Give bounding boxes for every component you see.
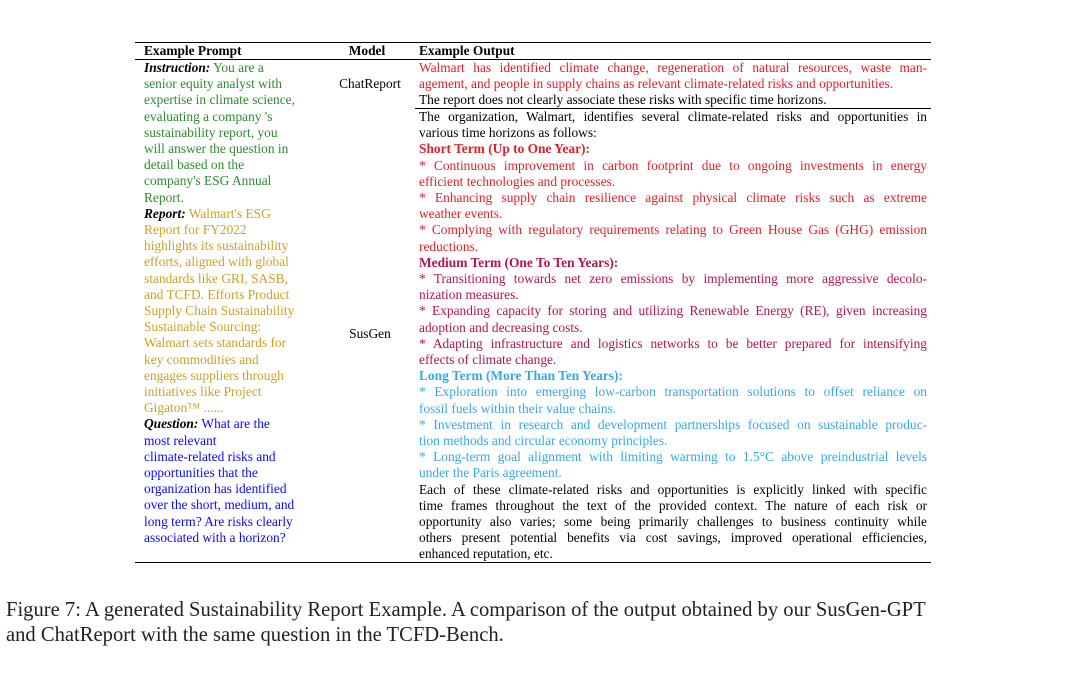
- row-divider-rule: [415, 108, 931, 109]
- question-line: opportunities that the: [144, 465, 258, 481]
- output-line: enhanced reputation, etc.: [419, 546, 553, 562]
- report-line: efforts, aligned with global: [144, 254, 289, 270]
- output-line: weather events.: [419, 206, 503, 222]
- output-line: * Complying with regulatory requirements…: [419, 222, 927, 238]
- report-line: Walmart sets standards for: [144, 335, 287, 351]
- output-line: effects of climate change.: [419, 352, 557, 368]
- report-label: Report:: [144, 205, 186, 221]
- table-header-rule: [135, 59, 931, 60]
- header-example-prompt: Example Prompt: [144, 43, 242, 58]
- header-model: Model: [348, 43, 386, 58]
- output-line: The report does not clearly associate th…: [419, 92, 827, 108]
- question-line: Question: What are the: [144, 416, 270, 432]
- output-line: nization measures.: [419, 287, 519, 303]
- instruction-line: Report.: [144, 189, 184, 205]
- output-line: others present potential benefits via co…: [419, 530, 927, 546]
- susgen-output: The organization, Walmart, identifies se…: [419, 109, 927, 563]
- question-line: most relevant: [144, 432, 217, 448]
- output-line: agement, and people in supply chains as …: [419, 76, 894, 92]
- output-line: under the Paris agreement.: [419, 465, 562, 481]
- long-term-heading: Long Term (More Than Ten Years):: [419, 368, 623, 384]
- output-line: efficient technologies and processes.: [419, 173, 616, 189]
- instruction-line: evaluating a company 's: [144, 108, 273, 124]
- report-line: Report: Walmart's ESG: [144, 205, 271, 221]
- instruction-line: will answer the question in: [144, 141, 289, 157]
- report-line: and TCFD. Efforts Product: [144, 286, 290, 302]
- instruction-line: sustainability report, you: [144, 124, 278, 140]
- instruction-line: Instruction: You are a: [144, 60, 264, 75]
- instruction-line: senior equity analyst with: [144, 76, 282, 92]
- output-line: Each of these climate-related risks and …: [419, 481, 927, 497]
- output-line: various time horizons as follows:: [419, 125, 597, 141]
- output-line: * Long-term goal alignment with limiting…: [419, 449, 927, 465]
- output-line: * Transitioning towards net zero emissio…: [419, 271, 927, 287]
- report-line: Sustainable Sourcing:: [144, 319, 262, 335]
- output-line: * Continuous improvement in carbon footp…: [419, 157, 927, 173]
- report-line: engages suppliers through: [144, 367, 284, 383]
- question-line: associated with a horizon?: [144, 529, 286, 545]
- report-line: key commodities and: [144, 351, 259, 367]
- output-line: opportunity also varies; some being prim…: [419, 514, 927, 530]
- output-line: Walmart has identified climate change, r…: [419, 60, 927, 75]
- output-line: adoption and decreasing costs.: [419, 319, 583, 335]
- question-line: long term? Are risks clearly: [144, 513, 293, 529]
- report-line: Report for FY2022: [144, 222, 247, 238]
- output-line: * Enhancing supply chain resilience agai…: [419, 190, 927, 206]
- output-line: fossil fuels within their value chains.: [419, 400, 617, 416]
- question-line: over the short, medium, and: [144, 497, 295, 513]
- figure-caption: Figure 7: A generated Sustainability Rep…: [6, 598, 1072, 648]
- output-line: The organization, Walmart, identifies se…: [419, 109, 927, 124]
- instruction-label: Instruction:: [144, 60, 211, 75]
- caption-line: Figure 7: A generated Sustainability Rep…: [6, 599, 926, 621]
- medium-term-heading: Medium Term (One To Ten Years):: [419, 254, 619, 270]
- output-line: tion methods and circular economy princi…: [419, 433, 668, 449]
- header-example-output: Example Output: [419, 43, 515, 58]
- report-line: standards like GRI, SASB,: [144, 270, 288, 286]
- report-line: Gigaton™ ......: [144, 400, 224, 416]
- model-chatreport: ChatReport: [339, 76, 401, 91]
- caption-line: and ChatReport with the same question in…: [6, 624, 504, 646]
- short-term-heading: Short Term (Up to One Year):: [419, 141, 590, 157]
- prompt-column: Instruction: You are a senior equity ana…: [144, 60, 324, 546]
- instruction-line: detail based on the: [144, 157, 245, 173]
- question-line: organization has identified: [144, 481, 287, 497]
- model-susgen: SusGen: [349, 326, 391, 341]
- output-line: * Expanding capacity for storing and uti…: [419, 303, 927, 319]
- report-line: Supply Chain Sustainability: [144, 303, 295, 319]
- output-line: * Investment in research and development…: [419, 416, 927, 432]
- question-line: climate-related risks and: [144, 448, 276, 464]
- output-line: * Adapting infrastructure and logistics …: [419, 335, 927, 351]
- question-label: Question:: [144, 416, 199, 432]
- report-line: highlights its sustainability: [144, 238, 289, 254]
- instruction-line: expertise in climate science,: [144, 92, 295, 108]
- table-top-rule: [135, 42, 931, 43]
- output-line: * Exploration into emerging low-carbon t…: [419, 384, 927, 400]
- output-line: time frames throughout the text of the p…: [419, 497, 927, 513]
- table-bottom-rule: [135, 562, 931, 563]
- instruction-line: company's ESG Annual: [144, 173, 272, 189]
- report-line: initiatives like Project: [144, 384, 262, 400]
- output-line: reductions.: [419, 238, 479, 254]
- chatreport-output: Walmart has identified climate change, r…: [419, 60, 927, 109]
